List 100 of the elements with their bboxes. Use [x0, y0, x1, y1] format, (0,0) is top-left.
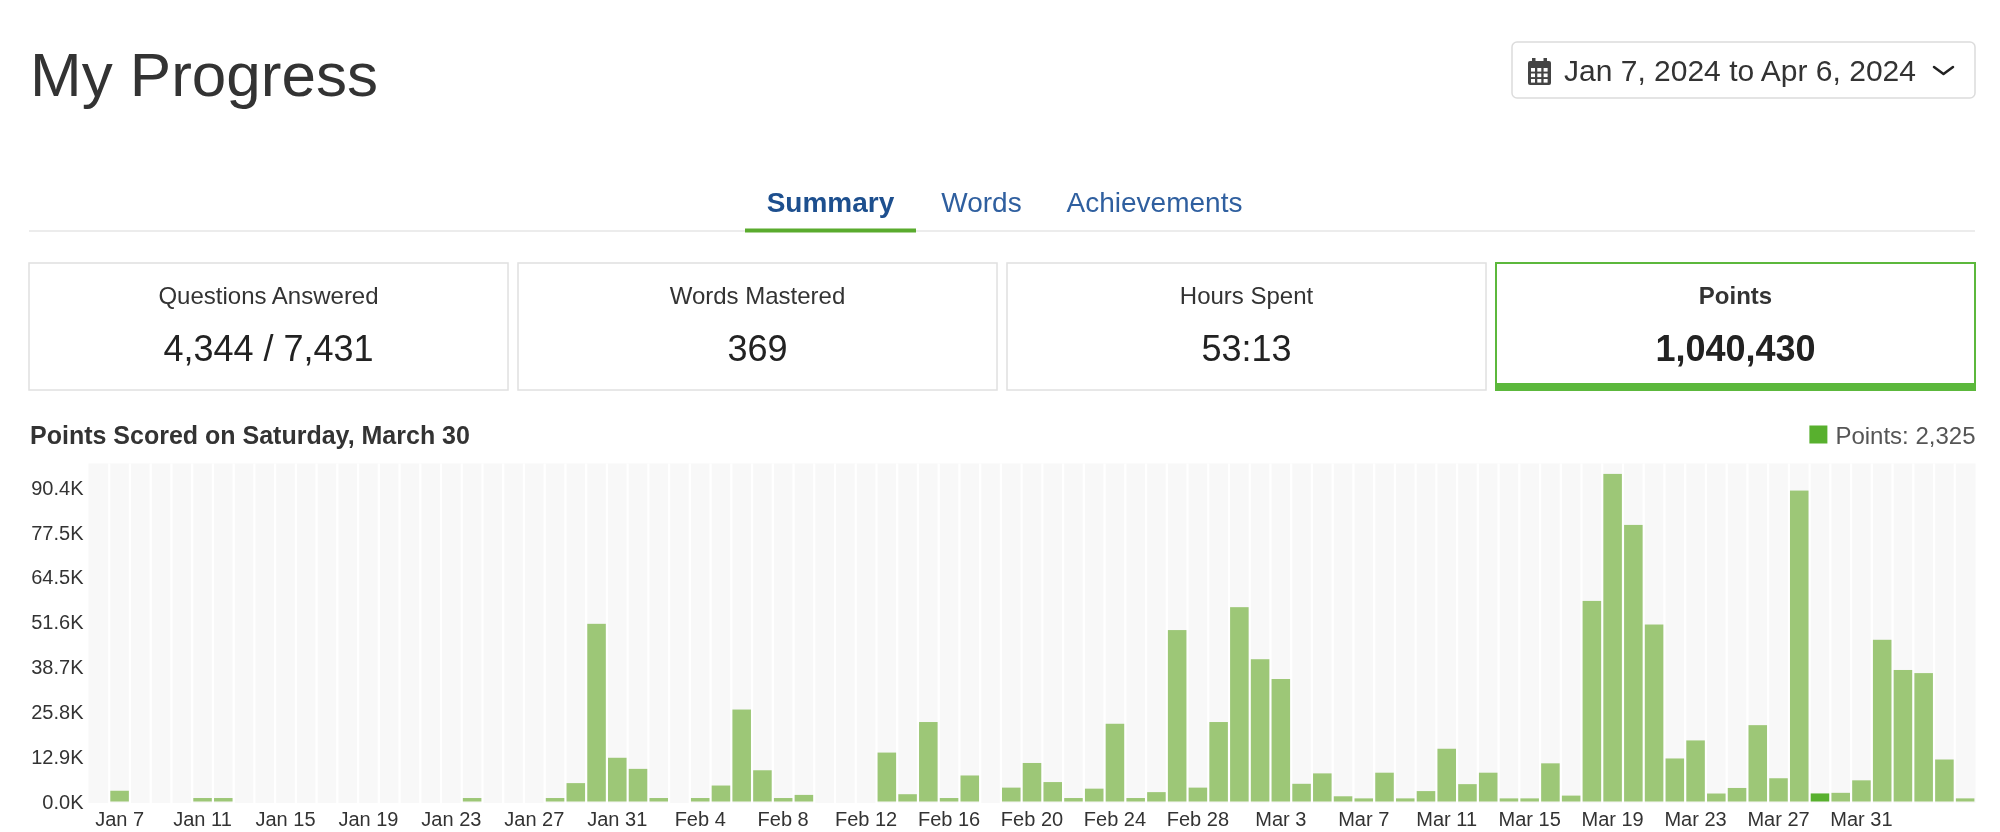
bar — [608, 757, 627, 802]
bar — [1395, 798, 1415, 802]
x-tick-label: Mar 23 — [1664, 807, 1727, 830]
bar — [939, 798, 959, 802]
bar — [628, 768, 648, 802]
bar — [649, 798, 669, 802]
bar — [919, 722, 938, 802]
x-tick-label: Feb 12 — [834, 807, 898, 830]
x-tick-label: Mar 7 — [1338, 807, 1390, 830]
y-tick-label: 64.5K — [31, 566, 85, 589]
y-tick-label: 12.9K — [31, 745, 85, 768]
bar — [1955, 798, 1975, 802]
x-tick-label: Mar 15 — [1498, 807, 1561, 830]
x-tick-label: Feb 24 — [1083, 807, 1147, 830]
bar — [960, 775, 980, 802]
x-tick-label: Jan 27 — [504, 807, 565, 830]
bar — [1147, 792, 1166, 802]
text: Hours Spent — [1179, 281, 1314, 309]
text: Points — [1698, 281, 1773, 309]
text: Words — [941, 186, 1022, 217]
bar — [690, 798, 710, 802]
bar — [1188, 787, 1208, 802]
x-tick-label: Jan 31 — [587, 807, 648, 830]
bar — [1375, 772, 1394, 802]
text: Achievements — [1066, 186, 1243, 217]
bar — [1727, 787, 1747, 802]
text: 53:13 — [1201, 327, 1292, 369]
bar — [1043, 782, 1063, 802]
bar — [1852, 780, 1871, 802]
y-tick-label: 90.4K — [31, 476, 85, 499]
bar — [1354, 798, 1374, 802]
bar — [773, 798, 793, 802]
bar — [1810, 793, 1830, 802]
x-tick-label: Mar 19 — [1581, 807, 1644, 830]
y-tick-label: 77.5K — [31, 521, 85, 544]
bar — [732, 709, 751, 802]
x-tick-label: Jan 23 — [421, 807, 482, 830]
text: 4,344 / 7,431 — [163, 327, 374, 369]
x-tick-label: Feb 28 — [1166, 807, 1230, 830]
bar — [711, 785, 731, 802]
x-tick-label: Feb 4 — [674, 807, 726, 830]
text: Summary — [766, 186, 895, 217]
text: My Progress — [30, 40, 378, 109]
text: 369 — [727, 327, 788, 369]
bar — [1209, 722, 1228, 802]
x-tick-label: Jan 15 — [255, 807, 316, 830]
bar — [1686, 740, 1705, 802]
bar — [1022, 762, 1042, 802]
x-tick-label: Mar 27 — [1747, 807, 1810, 830]
x-tick-label: Jan 11 — [173, 807, 232, 830]
bar — [1935, 759, 1954, 802]
bar — [1105, 723, 1125, 802]
x-tick-label: Feb 16 — [917, 807, 981, 830]
x-tick-label: Mar 11 — [1416, 807, 1478, 830]
bar — [753, 770, 772, 802]
bar — [1458, 784, 1477, 802]
text: Words Mastered — [669, 281, 846, 309]
bar — [214, 798, 233, 802]
bar — [1292, 783, 1311, 802]
x-tick-label: Mar 31 — [1830, 807, 1893, 830]
bar — [1333, 796, 1353, 802]
bar — [1064, 798, 1083, 802]
x-tick-label: Jan 7 — [95, 807, 145, 830]
x-tick-label: Mar 3 — [1255, 807, 1307, 830]
bar — [1002, 787, 1021, 802]
x-tick-label: Feb 8 — [757, 807, 809, 830]
bar — [1541, 763, 1560, 802]
y-tick-label: 38.7K — [31, 656, 85, 679]
bar — [1499, 798, 1519, 802]
bar — [1769, 778, 1788, 802]
y-tick-label: 0.0K — [42, 790, 85, 813]
bar — [1707, 793, 1726, 802]
bar — [1416, 791, 1436, 802]
bar — [193, 798, 212, 802]
bar — [1831, 792, 1850, 802]
x-tick-label: Jan 19 — [338, 807, 399, 830]
x-tick-label: Feb 20 — [1000, 807, 1064, 830]
bar — [545, 798, 565, 802]
text: Questions Answered — [158, 281, 379, 309]
text: Jan 7, 2024 to Apr 6, 2024 — [1564, 53, 1916, 87]
y-tick-label: 25.8K — [31, 700, 85, 723]
legend-label: Points: 2,325 — [1835, 421, 1976, 448]
bar — [898, 794, 917, 802]
bar — [1126, 798, 1145, 802]
bar — [877, 752, 897, 802]
bar — [1313, 773, 1332, 802]
bar — [110, 790, 129, 802]
bar — [1437, 748, 1456, 802]
bar — [566, 783, 586, 802]
y-tick-label: 51.6K — [31, 611, 85, 634]
chart-title: Points Scored on Saturday, March 30 — [30, 420, 470, 449]
bar — [462, 798, 482, 802]
bar — [1748, 725, 1768, 802]
bar — [1084, 788, 1104, 802]
text: 1,040,430 — [1655, 327, 1816, 369]
bar — [1561, 795, 1581, 802]
bar — [794, 794, 814, 802]
bar — [1665, 758, 1685, 802]
bar — [1520, 798, 1539, 802]
bar — [1478, 772, 1498, 802]
